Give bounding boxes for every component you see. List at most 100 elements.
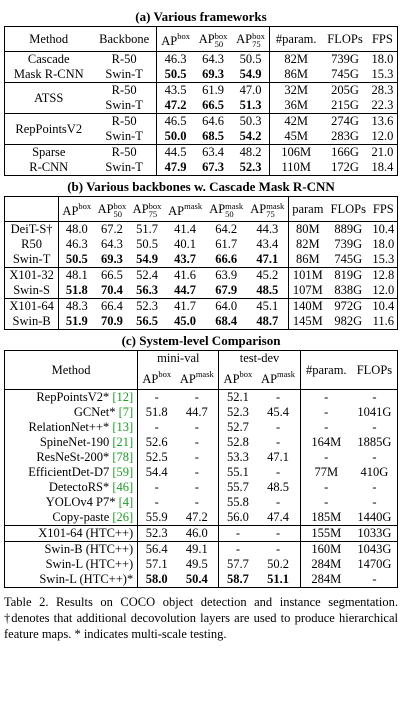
cell: R-50 bbox=[92, 144, 157, 160]
cell: - bbox=[256, 389, 301, 405]
method-cell: Copy-paste [26] bbox=[4, 510, 139, 526]
cell: 47.1 bbox=[246, 252, 289, 268]
cell: 45.4 bbox=[256, 405, 301, 420]
cell: 61.7 bbox=[215, 237, 238, 251]
cell: 48.5 bbox=[256, 480, 301, 495]
cell: 284M bbox=[311, 572, 342, 586]
method-cell: DetectoRS* [46] bbox=[4, 480, 139, 495]
cell: - bbox=[175, 435, 220, 450]
header-sub: 50 bbox=[214, 38, 224, 49]
data-row: Sparse R-CNN R-50 44.5 63.4 48.2 106M 166G 21.0 bbox=[5, 144, 398, 174]
data-row: X101-64 (HTC++) 52.3 46.0- -155M 1033G bbox=[4, 525, 398, 542]
cell: 107M bbox=[292, 283, 323, 297]
data-row: Swin-T 47.9 67.3 52.3 110M 172G 18.4 bbox=[5, 160, 398, 176]
cell: 172G bbox=[331, 160, 359, 174]
cell: 1043G bbox=[357, 542, 392, 556]
cell: X101-32 bbox=[4, 267, 60, 283]
cell: 50.2 bbox=[256, 557, 301, 572]
row-group: ATSS R-50 43.5 61.9 47.0 32M 205G 28.3 Swin-T 47.… bbox=[4, 82, 398, 114]
cell: 1033G bbox=[357, 526, 392, 540]
header-cell: AP box 50 bbox=[194, 27, 231, 52]
cell: 66.5 bbox=[100, 268, 123, 282]
cell: 13.6 bbox=[371, 114, 394, 128]
method-line: Sparse bbox=[32, 145, 66, 159]
header-row: APbox APmask APbox APmask bbox=[5, 365, 398, 390]
cell: 52.4 bbox=[136, 268, 158, 282]
cell: 51.3 bbox=[231, 98, 271, 114]
cell: - bbox=[324, 450, 329, 464]
table-title: (b) Various backbones w. Cascade Mask R-… bbox=[67, 179, 335, 194]
method-name: YOLOv4 P7* bbox=[45, 495, 116, 509]
header-cell: APmask bbox=[256, 365, 301, 390]
cell: 64.3 bbox=[100, 237, 123, 251]
cell: - bbox=[372, 450, 377, 464]
method-cell: Swin-L (HTC++)* bbox=[4, 572, 139, 588]
method-name: GCNet* bbox=[73, 405, 116, 419]
cell: 11.6 bbox=[372, 314, 395, 328]
cell: 52.3 bbox=[136, 299, 158, 313]
cell: 52.3 bbox=[145, 526, 168, 540]
cell: 69.3 bbox=[100, 252, 123, 266]
header-text: FPS bbox=[371, 31, 393, 46]
cell: 54.4 bbox=[145, 465, 168, 479]
cell: R50 bbox=[4, 237, 60, 252]
data-row: Swin-T 50.5 69.3 54.9 86M 745G 15.3 bbox=[5, 67, 398, 83]
header-base: AP bbox=[223, 372, 240, 386]
cell: 1885G bbox=[357, 435, 392, 449]
data-row: Swin-S 51.8 70.4 56.3 44.7 67.9 48.5 107M 838G 12… bbox=[4, 283, 398, 299]
header-base: AP bbox=[132, 201, 149, 216]
cell: 110M bbox=[281, 160, 311, 174]
cell: 215G bbox=[331, 98, 359, 112]
header-cell: Method bbox=[5, 27, 93, 52]
cell: 77M bbox=[314, 465, 339, 479]
cell: 50.3 bbox=[231, 113, 271, 129]
method-line: Cascade bbox=[27, 52, 70, 66]
page: (a) Various frameworks Method Backbone APbo… bbox=[4, 9, 398, 641]
cell: 67.3 bbox=[202, 160, 224, 174]
cell: 47.1 bbox=[256, 450, 301, 465]
cell: 739G bbox=[334, 237, 363, 251]
cell: 52.7 bbox=[226, 420, 249, 434]
cell: - bbox=[175, 389, 220, 405]
header-sub: 50 bbox=[113, 208, 123, 219]
table-head: APbox AP box 50 AP box 75 APmask AP mask 50 AP mask 7… bbox=[4, 196, 398, 222]
cell: 52.3 bbox=[231, 160, 271, 176]
cell: - bbox=[256, 420, 301, 435]
cell: 55.7 bbox=[226, 480, 249, 494]
cell: 82M bbox=[284, 52, 309, 66]
data-row: Copy-paste [26] 55.9 47.2 56.0 47.4 185M 1440G bbox=[4, 510, 398, 526]
cell: 18.0 bbox=[371, 52, 394, 66]
data-row: YOLOv4 P7* [4] - -55.8- - - bbox=[4, 495, 398, 510]
method-name: Swin-L (HTC++) bbox=[45, 557, 134, 571]
citation: [4] bbox=[118, 495, 134, 509]
cell: 67.9 bbox=[215, 283, 238, 297]
method-cell: Sparse R-CNN bbox=[5, 145, 93, 176]
cell: 45.0 bbox=[174, 314, 197, 328]
cell: 52.6 bbox=[145, 435, 168, 449]
cell: 58.0 bbox=[145, 572, 168, 586]
data-row: Swin-B (HTC++) 56.4 49.1- -160M 1043G bbox=[4, 541, 398, 557]
cell: 86M bbox=[284, 67, 309, 81]
cell: - bbox=[324, 390, 329, 404]
data-row: X101-32 48.1 66.5 52.4 41.6 63.9 45.2 101M 819G 1… bbox=[4, 267, 398, 283]
header-sup: box bbox=[177, 31, 190, 41]
cell: 15.3 bbox=[372, 252, 395, 266]
cell: DeiT-S† bbox=[4, 221, 60, 237]
cell: 66.4 bbox=[100, 299, 123, 313]
cell: 819G bbox=[334, 268, 363, 282]
header-ap: APmask bbox=[261, 365, 295, 389]
data-row: EfficientDet-D7 [59] 54.4-55.1-77M 410G bbox=[4, 465, 398, 480]
header-base: AP bbox=[250, 201, 267, 216]
header-sup: mask bbox=[266, 200, 285, 211]
cell: 47.9 bbox=[164, 160, 187, 174]
cell: 44.7 bbox=[175, 405, 220, 420]
cell: 32M bbox=[284, 83, 309, 97]
cell: - bbox=[256, 465, 301, 480]
cell: 50.5 bbox=[65, 252, 88, 266]
cell: - bbox=[324, 420, 329, 434]
header-sup: box bbox=[78, 201, 92, 211]
citation: [26] bbox=[112, 510, 134, 524]
header-row: Method Backbone APbox AP box 50 AP box 75 #param.… bbox=[5, 26, 398, 52]
cell: 52.3 bbox=[226, 405, 249, 419]
header-sub: 50 bbox=[225, 208, 234, 219]
